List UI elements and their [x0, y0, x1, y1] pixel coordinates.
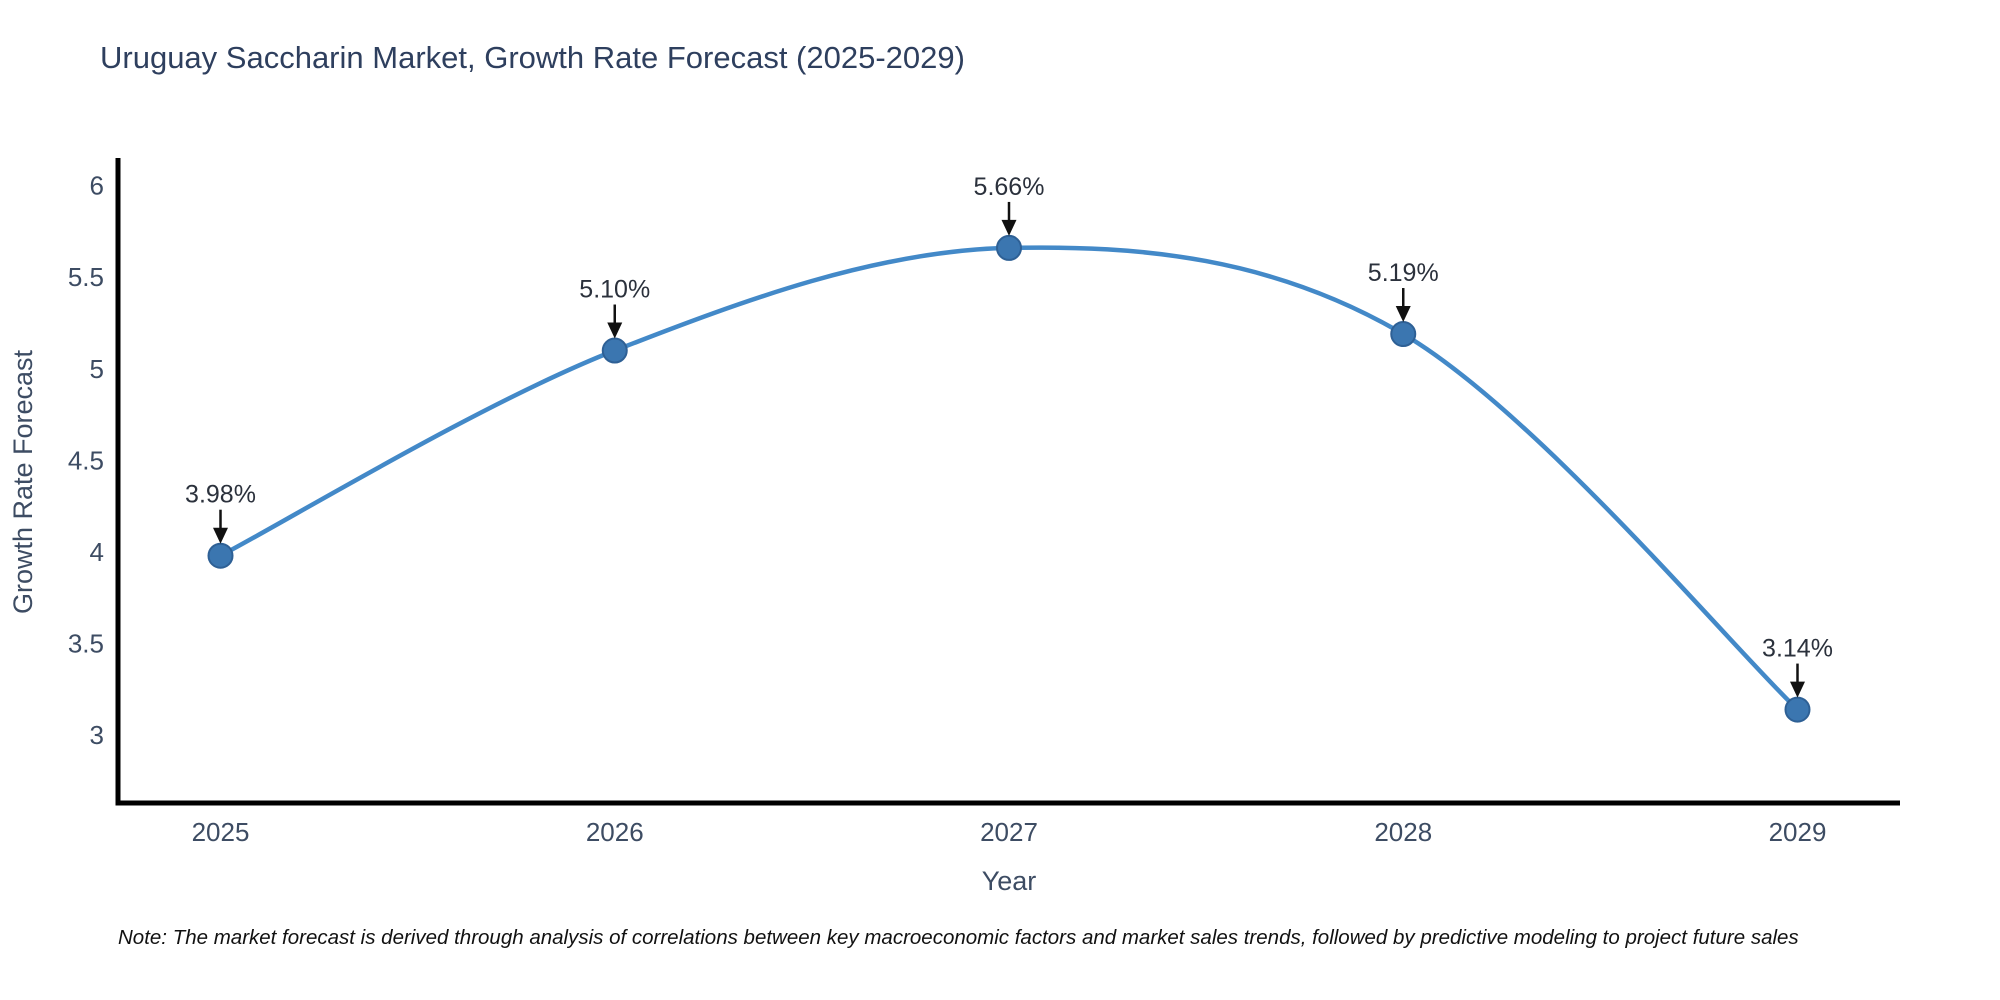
annotation-label: 3.98% — [185, 481, 256, 509]
y-tick-label: 6 — [90, 171, 104, 201]
annotation-arrow-head — [213, 527, 229, 544]
annotation-arrow-head — [1789, 681, 1805, 698]
y-tick-label: 4.5 — [68, 445, 104, 475]
data-point-marker — [1390, 321, 1417, 348]
x-tick-label: 2026 — [586, 817, 644, 847]
forecast-spline-line — [218, 245, 1800, 712]
x-tick-label: 2027 — [980, 817, 1038, 847]
annotation-label: 5.19% — [1368, 259, 1439, 287]
x-axis-tick-labels: 2025 2026 2027 2028 2029 — [192, 817, 1827, 847]
y-axis-title: Growth Rate Forecast — [8, 349, 38, 614]
data-point-marker — [1784, 696, 1811, 723]
data-point-marker — [996, 234, 1022, 261]
y-tick-label: 3 — [90, 720, 104, 750]
footnote-text: Note: The market forecast is derived thr… — [118, 926, 1799, 949]
x-axis-title: Year — [982, 866, 1037, 896]
y-tick-label: 3.5 — [68, 629, 104, 659]
annotation-arrow-head — [1001, 219, 1017, 236]
annotation-label: 5.10% — [579, 276, 650, 304]
x-tick-label: 2029 — [1769, 817, 1827, 847]
x-tick-label: 2028 — [1374, 817, 1432, 847]
annotation-label: 5.66% — [974, 173, 1045, 201]
data-point-marker — [601, 337, 628, 364]
annotation-arrow-head — [607, 322, 623, 339]
y-tick-label: 5 — [90, 354, 104, 384]
y-tick-label: 5.5 — [68, 262, 104, 292]
y-tick-label: 4 — [90, 537, 104, 567]
annotation-label: 3.14% — [1762, 635, 1833, 663]
annotation-arrow-head — [1395, 306, 1411, 323]
point-annotations: 3.98% 5.10% 5.66% 5.19% 3.14% — [185, 173, 1833, 698]
chart-title: Uruguay Saccharin Market, Growth Rate Fo… — [100, 40, 965, 75]
data-point-markers — [207, 234, 1811, 723]
y-axis-tick-labels: 6 5.5 5 4.5 4 3.5 3 — [68, 171, 104, 751]
x-tick-label: 2025 — [192, 817, 250, 847]
data-point-marker — [207, 542, 234, 569]
